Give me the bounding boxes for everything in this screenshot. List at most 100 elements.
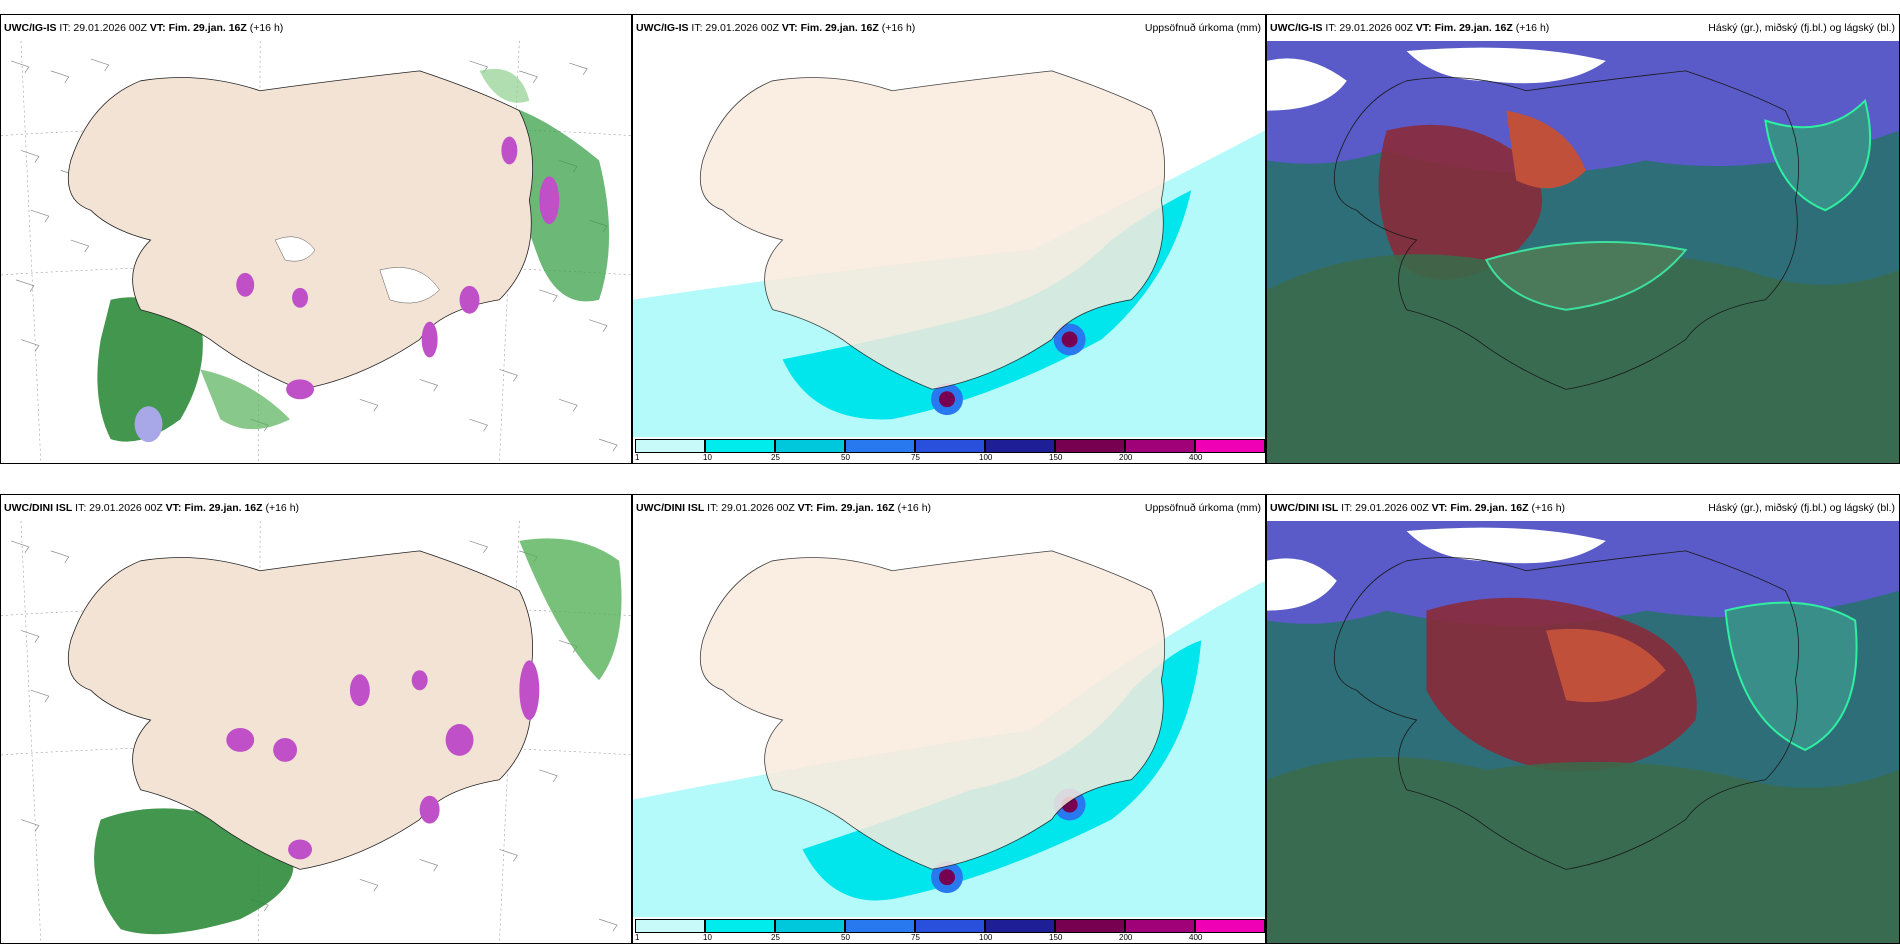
colorbar-tick: 10: [703, 453, 712, 462]
map-precip-wind-bottom: [1, 521, 631, 943]
colorbar: 1 10 25 50 75 100 150 200 400: [633, 437, 1265, 463]
lead-time: (+16 h): [881, 22, 916, 34]
valid-time-label: VT:: [1431, 502, 1448, 514]
valid-time: Fim. 29.jan. 16Z: [168, 22, 247, 34]
iceland-land: [67, 70, 534, 390]
colorbar-swatch-4: [845, 439, 915, 453]
map-precip-wind-top: [1, 41, 631, 463]
field-title: Uppsöfnuð úrkoma (mm): [1144, 502, 1261, 514]
model-name: UWC/DINI ISL: [4, 502, 73, 514]
colorbar-tick: 25: [771, 453, 780, 462]
iceland-land: [67, 550, 534, 870]
map-clouds-bottom: [1267, 521, 1899, 943]
panel-bottom-right: UWC/DINI ISL IT: 29.01.2026 00Z VT: Fim.…: [1266, 494, 1900, 944]
panel-bottom-left: UWC/DINI ISL IT: 29.01.2026 00Z VT: Fim.…: [0, 494, 632, 944]
colorbar-swatch-7: [1055, 919, 1125, 933]
valid-time-label: VT:: [165, 502, 182, 514]
iceland-land: [699, 70, 1166, 390]
panel-header: UWC/DINI ISL IT: 29.01.2026 00Z VT: Fim.…: [633, 495, 1265, 521]
magenta-precip: [226, 660, 540, 860]
colorbar-tick: 400: [1189, 453, 1203, 462]
valid-time-label: VT:: [1415, 22, 1432, 34]
colorbar-swatch-5: [915, 439, 985, 453]
colorbar-tick: 200: [1119, 453, 1133, 462]
valid-time: Fim. 29.jan. 16Z: [1450, 502, 1529, 514]
valid-time: Fim. 29.jan. 16Z: [800, 22, 879, 34]
lead-time: (+16 h): [897, 502, 932, 514]
colorbar-swatch-3: [775, 439, 845, 453]
colorbar-swatch-3: [775, 919, 845, 933]
colorbar-swatch-6: [985, 919, 1055, 933]
map-clouds-top: [1267, 41, 1899, 463]
init-time: IT: 29.01.2026 00Z: [1325, 22, 1413, 34]
colorbar-swatch-8: [1125, 919, 1195, 933]
model-name: UWC/DINI ISL: [1270, 502, 1339, 514]
colorbar-tick: 100: [979, 933, 993, 942]
colorbar-swatch-2: [705, 439, 775, 453]
colorbar-tick: 150: [1049, 453, 1063, 462]
map-canvas: [1267, 521, 1899, 943]
model-name: UWC/IG-IS: [4, 22, 57, 34]
model-name: UWC/IG-IS: [636, 22, 689, 34]
valid-time: Fim. 29.jan. 16Z: [184, 502, 263, 514]
init-time: IT: 29.01.2026 00Z: [707, 502, 795, 514]
lead-time: (+16 h): [1531, 502, 1566, 514]
lead-time: (+16 h): [1515, 22, 1550, 34]
colorbar-tick: 200: [1119, 933, 1133, 942]
map-canvas: [633, 41, 1265, 437]
valid-time: Fim. 29.jan. 16Z: [1434, 22, 1513, 34]
map-accumulated-precip-bottom: [633, 521, 1265, 917]
panel-header: UWC/DINI ISL IT: 29.01.2026 00Z VT: Fim.…: [1267, 495, 1899, 521]
valid-time-label: VT:: [781, 22, 798, 34]
colorbar-tick: 100: [979, 453, 993, 462]
panel-header: UWC/IG-IS IT: 29.01.2026 00Z VT: Fim. 29…: [633, 15, 1265, 41]
map-canvas: [1, 521, 631, 943]
model-name: UWC/DINI ISL: [636, 502, 705, 514]
panel-header: UWC/IG-IS IT: 29.01.2026 00Z VT: Fim. 29…: [1, 15, 631, 41]
lead-time: (+16 h): [249, 22, 284, 34]
valid-time-label: VT:: [797, 502, 814, 514]
colorbar-tick: 1: [635, 453, 640, 462]
lead-time: (+16 h): [265, 502, 300, 514]
colorbar-tick: 50: [841, 453, 850, 462]
iceland-land: [699, 550, 1166, 870]
colorbar-swatch-9: [1195, 439, 1265, 453]
valid-time-label: VT:: [149, 22, 166, 34]
panel-bottom-middle: UWC/DINI ISL IT: 29.01.2026 00Z VT: Fim.…: [632, 494, 1266, 944]
magenta-precip: [236, 136, 560, 400]
panel-header: UWC/DINI ISL IT: 29.01.2026 00Z VT: Fim.…: [1, 495, 631, 521]
panel-header: UWC/IG-IS IT: 29.01.2026 00Z VT: Fim. 29…: [1267, 15, 1899, 41]
map-canvas: [1, 41, 631, 463]
iceland-outline: [1333, 70, 1800, 390]
colorbar: 1 10 25 50 75 100 150 200 400: [633, 917, 1265, 943]
map-canvas: [1267, 41, 1899, 463]
field-title: Uppsöfnuð úrkoma (mm): [1144, 22, 1261, 34]
colorbar-swatch-9: [1195, 919, 1265, 933]
map-canvas: [633, 521, 1265, 917]
panel-top-left: UWC/IG-IS IT: 29.01.2026 00Z VT: Fim. 29…: [0, 14, 632, 464]
colorbar-swatch-2: [705, 919, 775, 933]
colorbar-tick: 25: [771, 933, 780, 942]
colorbar-swatch-7: [1055, 439, 1125, 453]
iceland-outline: [1333, 550, 1800, 870]
map-accumulated-precip-top: [633, 41, 1265, 437]
colorbar-tick: 1: [635, 933, 640, 942]
panel-top-right: UWC/IG-IS IT: 29.01.2026 00Z VT: Fim. 29…: [1266, 14, 1900, 464]
colorbar-swatch-5: [915, 919, 985, 933]
colorbar-tick: 10: [703, 933, 712, 942]
colorbar-tick: 75: [911, 933, 920, 942]
model-name: UWC/IG-IS: [1270, 22, 1323, 34]
init-time: IT: 29.01.2026 00Z: [59, 22, 147, 34]
init-time: IT: 29.01.2026 00Z: [1341, 502, 1429, 514]
colorbar-tick: 150: [1049, 933, 1063, 942]
green-precip: [97, 297, 203, 442]
field-title: Háský (gr.), miðský (fj.bl.) og lágský (…: [1708, 502, 1895, 514]
colorbar-swatch-4: [845, 919, 915, 933]
init-time: IT: 29.01.2026 00Z: [75, 502, 163, 514]
panel-top-middle: UWC/IG-IS IT: 29.01.2026 00Z VT: Fim. 29…: [632, 14, 1266, 464]
colorbar-swatch-8: [1125, 439, 1195, 453]
valid-time: Fim. 29.jan. 16Z: [816, 502, 895, 514]
field-title: Háský (gr.), miðský (fj.bl.) og lágský (…: [1708, 22, 1895, 34]
colorbar-swatch-1: [635, 439, 705, 453]
colorbar-tick: 50: [841, 933, 850, 942]
